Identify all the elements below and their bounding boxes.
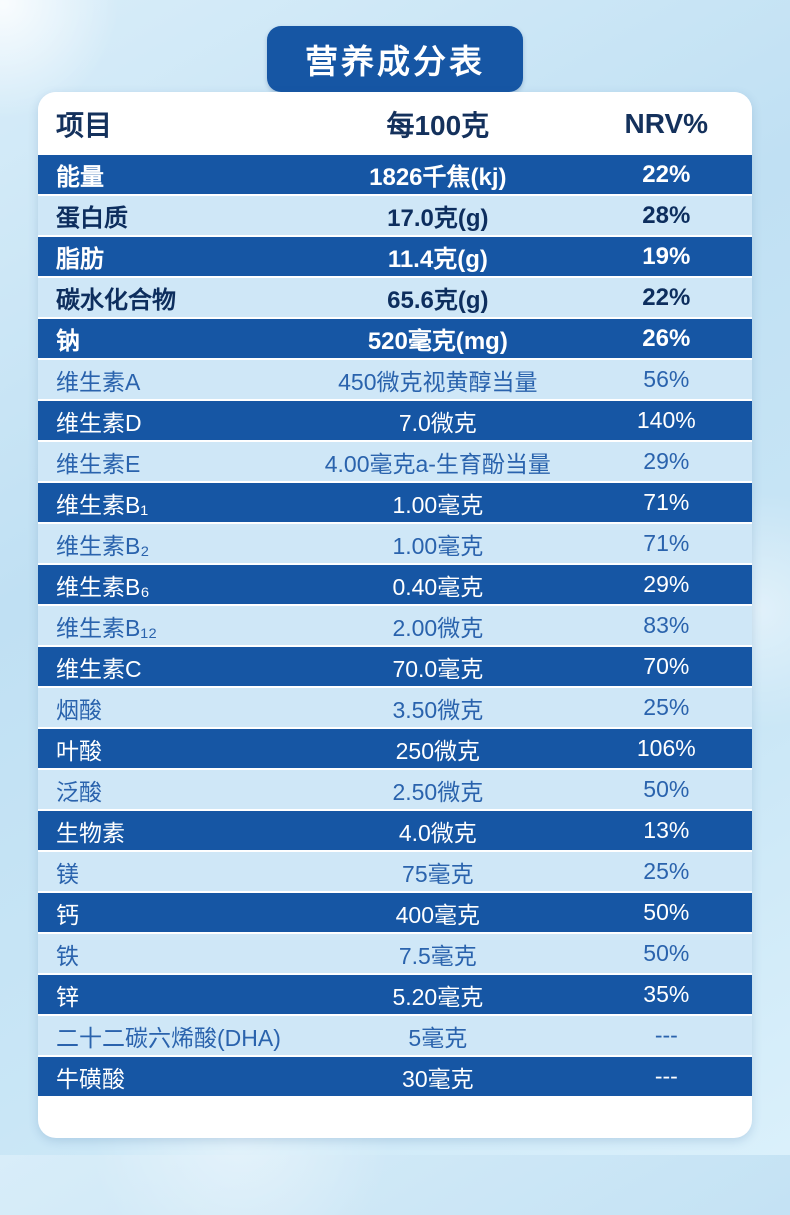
nutrient-amount: 30毫克 [402,1065,474,1092]
table-row: 碳水化合物 65.6克(g) 22% [38,278,752,319]
nutrient-name: 维生素B₆ [56,573,150,600]
nutrient-nrv: 25% [643,858,690,884]
nutrient-nrv: 19% [642,242,691,270]
nutrient-amount: 70.0毫克 [392,655,484,682]
table-row: 维生素B₁₂ 2.00微克 83% [38,606,752,647]
table-row: 能量 1826千焦(kj) 22% [38,155,752,196]
nutrient-name: 叶酸 [56,737,102,764]
table-row: 泛酸 2.50微克 50% [38,770,752,811]
page-title: 营养成分表 [267,26,523,92]
nutrient-nrv: 56% [643,366,690,392]
nutrient-name: 钠 [56,328,80,355]
header-nrv: NRV% [624,107,709,139]
table-row: 铁 7.5毫克 50% [38,934,752,975]
nutrient-amount: 17.0克(g) [387,205,489,232]
nutrient-amount: 1.00毫克 [392,491,484,518]
nutrient-amount: 75毫克 [402,860,474,887]
nutrient-name: 泛酸 [56,778,102,805]
nutrient-amount: 2.00微克 [392,614,484,641]
nutrient-nrv: 50% [643,776,690,802]
table-row: 维生素D 7.0微克 140% [38,401,752,442]
nutrient-amount: 4.0微克 [398,819,477,846]
nutrient-amount: 400毫克 [395,901,481,928]
nutrient-amount: 0.40毫克 [392,573,484,600]
nutrient-amount: 1.00毫克 [392,532,484,559]
table-row: 钠 520毫克(mg) 26% [38,319,752,360]
nutrient-nrv: 26% [642,324,691,352]
nutrient-name: 铁 [56,942,79,969]
nutrient-name: 维生素B₂ [56,532,150,559]
nutrient-amount: 4.00毫克a-生育酚当量 [324,450,551,477]
nutrient-amount: 1826千焦(kj) [369,164,507,191]
nutrient-nrv: 22% [642,283,691,311]
table-row: 镁 75毫克 25% [38,852,752,893]
table-row: 蛋白质 17.0克(g) 28% [38,196,752,237]
table-row: 维生素B₆ 0.40毫克 29% [38,565,752,606]
nutrition-table-body: 能量 1826千焦(kj) 22% 蛋白质 17.0克(g) 28% 脂肪 11… [38,155,752,1098]
nutrient-nrv: 29% [643,571,690,597]
nutrient-nrv: 71% [643,530,690,556]
nutrient-name: 碳水化合物 [56,287,176,314]
nutrient-nrv: --- [654,1022,678,1048]
table-row: 生物素 4.0微克 13% [38,811,752,852]
nutrient-amount: 5.20毫克 [392,983,484,1010]
nutrient-name: 维生素A [56,368,141,395]
nutrient-nrv: 106% [636,735,696,761]
nutrient-name: 生物素 [56,819,125,846]
nutrient-name: 烟酸 [56,696,102,723]
header-item: 项目 [56,109,113,141]
nutrient-nrv: 28% [642,201,691,229]
nutrient-amount: 2.50微克 [392,778,484,805]
table-row: 锌 5.20毫克 35% [38,975,752,1016]
nutrient-nrv: 83% [643,612,690,638]
table-row: 维生素C 70.0毫克 70% [38,647,752,688]
nutrient-nrv: 29% [643,448,690,474]
nutrient-name: 维生素C [56,655,142,682]
table-row: 叶酸 250微克 106% [38,729,752,770]
header-per100g: 每100克 [386,109,490,141]
nutrition-table: 项目 每100克 NRV% 能量 1826千焦(kj) 22% 蛋白质 17.0… [38,92,752,1138]
nutrient-nrv: 50% [643,940,690,966]
nutrient-name: 镁 [56,860,79,887]
nutrient-nrv: 22% [642,160,691,188]
nutrient-nrv: 70% [643,653,690,679]
nutrient-amount: 3.50微克 [392,696,484,723]
nutrient-amount: 65.6克(g) [387,287,489,314]
nutrient-amount: 450微克视黄醇当量 [338,368,538,395]
nutrient-name: 能量 [56,164,104,191]
nutrient-amount: 7.0微克 [398,409,477,436]
nutrient-name: 维生素D [56,409,142,436]
nutrient-amount: 7.5毫克 [398,942,477,969]
nutrient-name: 锌 [56,983,79,1010]
table-row: 维生素B₁ 1.00毫克 71% [38,483,752,524]
table-row: 维生素E 4.00毫克a-生育酚当量 29% [38,442,752,483]
nutrient-amount: 520毫克(mg) [367,328,508,355]
nutrient-amount: 250微克 [395,737,481,764]
nutrient-nrv: 35% [643,981,690,1007]
nutrient-name: 维生素E [56,450,141,477]
nutrient-name: 维生素B₁₂ [56,614,158,641]
nutrient-name: 钙 [56,901,79,928]
nutrient-amount: 11.4克(g) [387,246,488,273]
nutrient-nrv: 140% [636,407,696,433]
table-row: 脂肪 11.4克(g) 19% [38,237,752,278]
nutrient-name: 维生素B₁ [56,491,149,518]
nutrient-name: 牛磺酸 [56,1065,125,1092]
table-row: 牛磺酸 30毫克 --- [38,1057,752,1098]
table-row: 二十二碳六烯酸(DHA) 5毫克 --- [38,1016,752,1057]
nutrient-name: 二十二碳六烯酸(DHA) [56,1024,281,1051]
nutrient-nrv: 13% [643,817,690,843]
table-row: 烟酸 3.50微克 25% [38,688,752,729]
table-row: 维生素B₂ 1.00毫克 71% [38,524,752,565]
table-row: 维生素A 450微克视黄醇当量 56% [38,360,752,401]
table-header-row: 项目 每100克 NRV% [38,92,752,155]
nutrient-name: 脂肪 [56,246,104,273]
nutrient-name: 蛋白质 [56,205,128,232]
nutrient-nrv: --- [654,1063,678,1089]
nutrient-nrv: 71% [643,489,690,515]
nutrient-nrv: 25% [643,694,690,720]
table-row: 钙 400毫克 50% [38,893,752,934]
nutrient-amount: 5毫克 [408,1024,468,1051]
nutrient-nrv: 50% [643,899,690,925]
